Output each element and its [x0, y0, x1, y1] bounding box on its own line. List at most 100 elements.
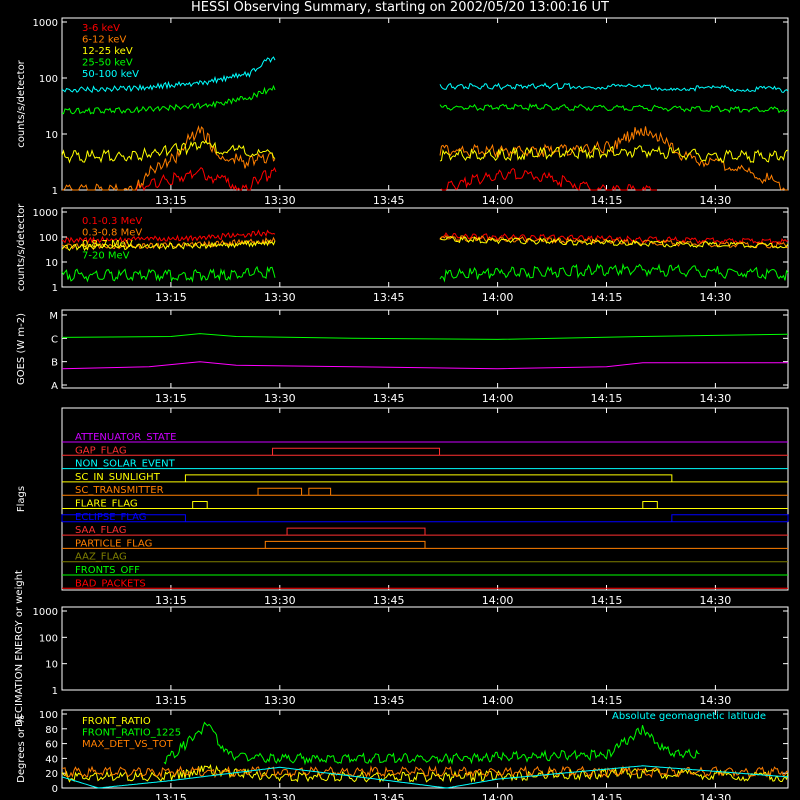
y-tick-label: 100 — [39, 233, 58, 244]
y-tick-label: 1000 — [33, 607, 58, 618]
flag-label: AAZ_FLAG — [75, 552, 127, 563]
x-tick-label: 13:15 — [155, 392, 187, 405]
flag-label: SC_IN_SUNLIGHT — [75, 472, 161, 483]
y-tick-label: 40 — [45, 754, 58, 765]
flag-interval — [642, 501, 658, 509]
flag-label: ECLIPSE_FLAG — [75, 512, 146, 523]
x-tick-label: 14:30 — [700, 694, 732, 707]
x-tick-label: 13:15 — [155, 694, 187, 707]
x-tick-label: 14:30 — [700, 792, 732, 800]
x-tick-label: 13:30 — [264, 594, 296, 607]
y-tick-label: 0 — [52, 784, 58, 795]
y-tick-label: 100 — [39, 710, 58, 721]
x-tick-label: 14:00 — [482, 194, 514, 207]
legend-entry: FRONT_RATIO_1225 — [82, 728, 181, 739]
series-line — [61, 140, 789, 164]
x-tick-label: 13:30 — [264, 194, 296, 207]
flag-label: PARTICLE_FLAG — [75, 538, 152, 549]
legend-entry: FRONT_RATIO — [82, 716, 151, 727]
x-tick-label: 14:30 — [700, 392, 732, 405]
legend-entry: 7-20 MeV — [82, 251, 130, 262]
x-tick-label: 14:30 — [700, 194, 732, 207]
series-line — [62, 125, 788, 191]
legend-entry: 0.3-0.8 MeV — [82, 228, 142, 239]
x-tick-label: 14:15 — [591, 392, 623, 405]
legend-entry: 0.1-0.3 MeV — [82, 216, 142, 227]
y-tick-label: 100 — [39, 74, 58, 85]
legend-entry: 6-12 keV — [82, 35, 126, 46]
y-tick-label: C — [51, 334, 58, 345]
series-line — [61, 765, 789, 779]
y-tick-label: M — [49, 311, 58, 322]
y-tick-label: 80 — [45, 725, 58, 736]
flag-label: GAP_FLAG — [75, 445, 127, 456]
x-tick-label: 14:00 — [482, 291, 514, 304]
x-tick-label: 14:15 — [591, 792, 623, 800]
flag-label: SC_TRANSMITTER — [75, 485, 164, 496]
y-tick-label: 1000 — [33, 208, 58, 219]
y-axis-label: DECIMATION ENERGY or weight — [14, 570, 25, 727]
legend-entry: 50-100 keV — [82, 69, 139, 80]
panel-frame — [61, 709, 789, 789]
panel-5: 13:15 13:30 13:45 14:00 14:15 14:30 DECIMATION… — [14, 570, 789, 727]
x-tick-label: 13:45 — [373, 694, 405, 707]
flag-interval — [264, 540, 426, 549]
flag-interval — [257, 487, 303, 496]
x-tick-label: 14:00 — [482, 594, 514, 607]
y-tick-label: 10 — [45, 130, 58, 141]
series-line — [61, 333, 789, 340]
y-tick-label: B — [51, 358, 58, 369]
y-axis-label: counts/s/detector — [16, 203, 27, 291]
series-line — [61, 236, 789, 252]
y-tick-label: 20 — [45, 769, 58, 780]
panel-frame — [61, 309, 789, 389]
flag-interval — [184, 474, 673, 482]
flag-interval — [286, 527, 426, 536]
flag-interval — [308, 487, 332, 496]
y-tick-label: 1 — [52, 686, 58, 697]
x-tick-label: 13:15 — [155, 792, 187, 800]
x-tick-label: 14:15 — [591, 594, 623, 607]
panel-2: 13:15 13:30 13:45 14:00 14:15 14:30 counts/s/d… — [16, 203, 789, 304]
chart-title: HESSI Observing Summary, starting on 200… — [191, 0, 609, 15]
x-tick-label: 13:45 — [373, 291, 405, 304]
x-tick-label: 14:30 — [700, 594, 732, 607]
legend-entry: 25-50 keV — [82, 58, 133, 69]
y-axis-label: GOES (W m-2) — [16, 313, 27, 385]
x-tick-label: 14:00 — [482, 392, 514, 405]
x-tick-label: 13:30 — [264, 291, 296, 304]
legend-entry: 12-25 keV — [82, 46, 133, 57]
y-axis-label: counts/s/detector — [16, 59, 27, 147]
series-line — [61, 765, 789, 789]
flag-interval — [61, 514, 186, 522]
x-tick-label: 14:00 — [482, 694, 514, 707]
panel-1: 13:15 13:30 13:45 14:00 14:15 14:30 counts/s/d… — [16, 17, 789, 207]
series-line — [61, 763, 789, 783]
x-tick-label: 13:30 — [264, 694, 296, 707]
x-tick-label: 13:45 — [373, 392, 405, 405]
series-line — [61, 56, 789, 94]
x-tick-label: 13:45 — [373, 792, 405, 800]
flag-label: ATTENUATOR_STATE — [75, 432, 176, 443]
series-line — [135, 166, 657, 192]
annotation-label: Absolute geomagnetic latitude — [612, 711, 766, 722]
x-tick-label: 13:15 — [155, 594, 187, 607]
panel-4: 13:15 13:30 13:45 14:00 14:15 14:30 Flags ATTEN… — [16, 407, 789, 607]
x-tick-label: 13:15 — [155, 291, 187, 304]
flag-interval — [671, 514, 789, 522]
y-tick-label: 1 — [52, 283, 58, 294]
panel-frame — [61, 17, 789, 191]
x-tick-label: 14:15 — [591, 194, 623, 207]
flag-label: SAA_FLAG — [75, 525, 126, 536]
y-axis-label: Flags — [16, 486, 27, 512]
legend-entry: 3-6 keV — [82, 23, 120, 34]
flag-label: FRONTS_OFF — [75, 565, 140, 576]
y-tick-label: 1 — [52, 186, 58, 197]
y-tick-label: 1000 — [33, 18, 58, 29]
x-tick-label: 13:30 — [264, 392, 296, 405]
y-tick-label: A — [51, 381, 58, 392]
series-line — [62, 229, 789, 246]
series-line — [61, 361, 788, 370]
x-tick-label: 13:30 — [264, 792, 296, 800]
